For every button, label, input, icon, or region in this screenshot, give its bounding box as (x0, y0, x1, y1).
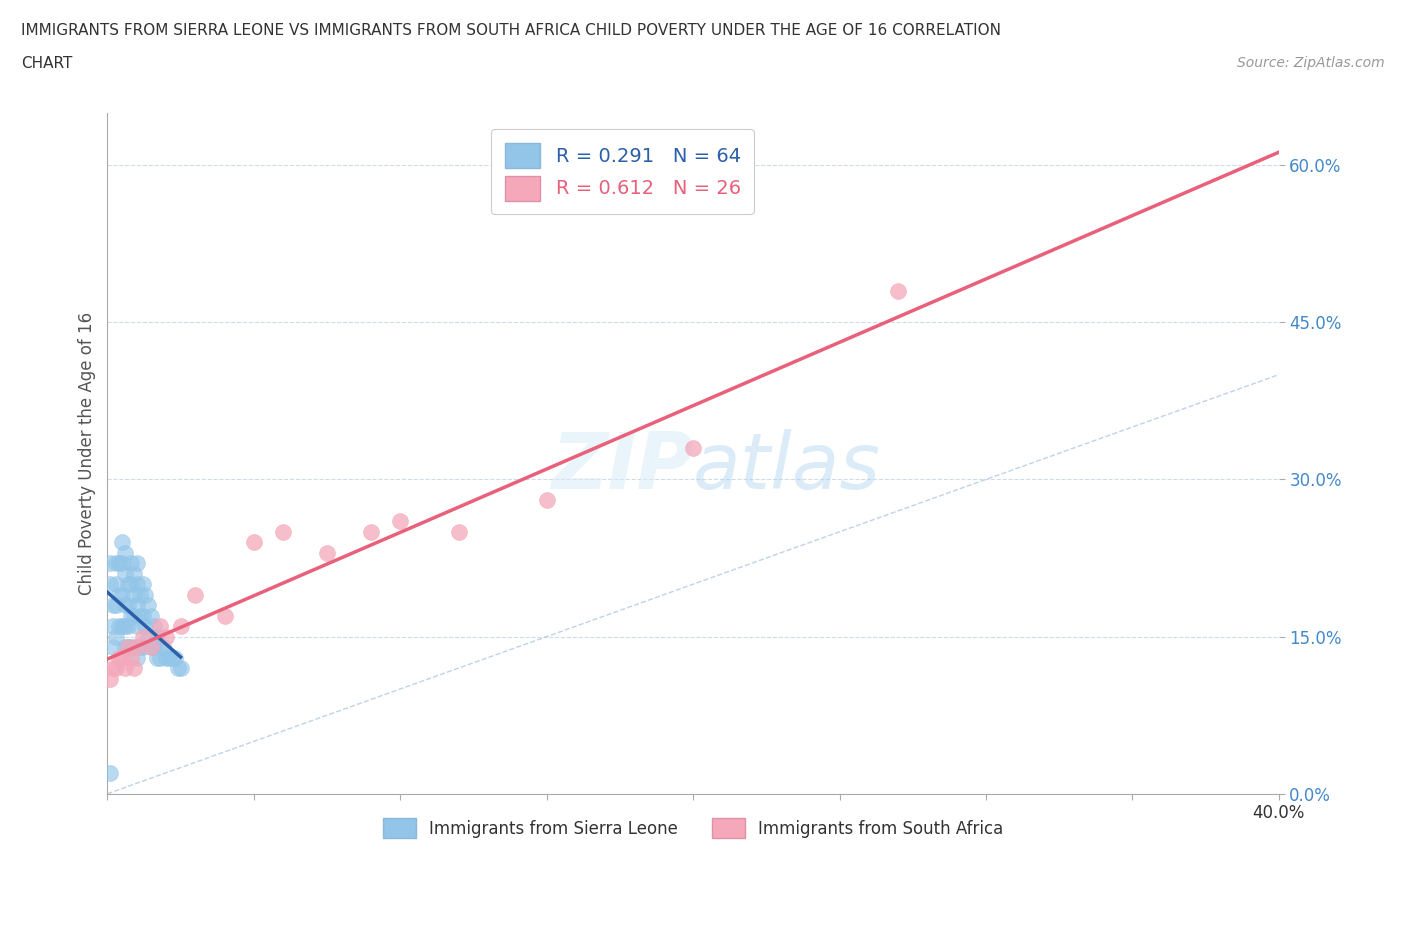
Text: CHART: CHART (21, 56, 73, 71)
Point (98, 556, 121, 571)
Point (271, 525, 294, 539)
Point (117, 618, 139, 633)
Point (122, 608, 145, 623)
Point (98, 671, 121, 686)
Point (125, 577, 148, 591)
Point (141, 640, 163, 655)
Point (105, 598, 128, 613)
Point (108, 587, 131, 602)
Point (122, 640, 145, 655)
Point (125, 640, 148, 655)
Point (117, 598, 139, 613)
Point (141, 608, 163, 623)
Point (114, 660, 136, 675)
Point (108, 618, 131, 633)
Point (138, 598, 160, 613)
Point (146, 630, 169, 644)
Point (105, 630, 128, 644)
Point (114, 640, 136, 655)
Point (143, 618, 166, 633)
Point (155, 630, 177, 644)
Text: IMMIGRANTS FROM SIERRA LEONE VS IMMIGRANTS FROM SOUTH AFRICA CHILD POVERTY UNDER: IMMIGRANTS FROM SIERRA LEONE VS IMMIGRAN… (21, 23, 1001, 38)
Point (103, 598, 125, 613)
Point (103, 660, 125, 675)
Point (105, 660, 128, 675)
Point (128, 640, 150, 655)
Point (214, 608, 236, 623)
Point (128, 608, 150, 623)
Point (122, 566, 145, 581)
Point (111, 650, 134, 665)
Point (117, 577, 139, 591)
Point (682, 441, 704, 456)
Point (131, 577, 153, 591)
Point (447, 525, 470, 539)
Point (108, 556, 131, 571)
Point (98, 765, 121, 780)
Point (160, 650, 183, 665)
Point (134, 618, 156, 633)
Point (134, 587, 156, 602)
Point (122, 660, 145, 675)
Point (166, 660, 188, 675)
Point (157, 650, 180, 665)
Point (131, 630, 153, 644)
Point (131, 640, 153, 655)
Point (125, 556, 148, 571)
Point (114, 598, 136, 613)
Point (146, 650, 169, 665)
Point (169, 660, 191, 675)
Point (887, 284, 910, 299)
Point (149, 640, 172, 655)
Point (360, 525, 382, 539)
Point (155, 650, 177, 665)
Point (111, 535, 134, 550)
Point (316, 545, 339, 560)
Legend: Immigrants from Sierra Leone, Immigrants from South Africa: Immigrants from Sierra Leone, Immigrants… (374, 810, 1012, 846)
Point (105, 556, 128, 571)
Point (103, 618, 125, 633)
Point (152, 640, 174, 655)
Point (111, 618, 134, 633)
Point (143, 640, 166, 655)
Point (120, 650, 142, 665)
Point (120, 577, 142, 591)
Point (169, 618, 191, 633)
Point (108, 650, 131, 665)
Point (111, 556, 134, 571)
Point (243, 535, 266, 550)
Point (125, 598, 148, 613)
Point (120, 556, 142, 571)
Point (117, 640, 139, 655)
Point (114, 618, 136, 633)
Point (105, 577, 128, 591)
Y-axis label: Child Poverty Under the Age of 16: Child Poverty Under the Age of 16 (79, 312, 96, 595)
Point (120, 608, 142, 623)
Point (114, 545, 136, 560)
Point (117, 640, 139, 655)
Point (138, 630, 160, 644)
Point (120, 640, 142, 655)
Point (389, 514, 412, 529)
Point (149, 618, 172, 633)
Point (122, 587, 145, 602)
Point (103, 640, 125, 655)
Text: Source: ZipAtlas.com: Source: ZipAtlas.com (1237, 56, 1385, 70)
Point (125, 618, 148, 633)
Point (128, 587, 150, 602)
Point (149, 650, 172, 665)
Point (98, 577, 121, 591)
Point (141, 640, 163, 655)
Point (536, 493, 558, 508)
Point (163, 650, 186, 665)
Point (184, 587, 207, 602)
Point (125, 650, 148, 665)
Text: atlas: atlas (693, 429, 882, 505)
Point (114, 566, 136, 581)
Point (131, 608, 153, 623)
Text: ZIP: ZIP (551, 429, 693, 505)
Point (111, 587, 134, 602)
